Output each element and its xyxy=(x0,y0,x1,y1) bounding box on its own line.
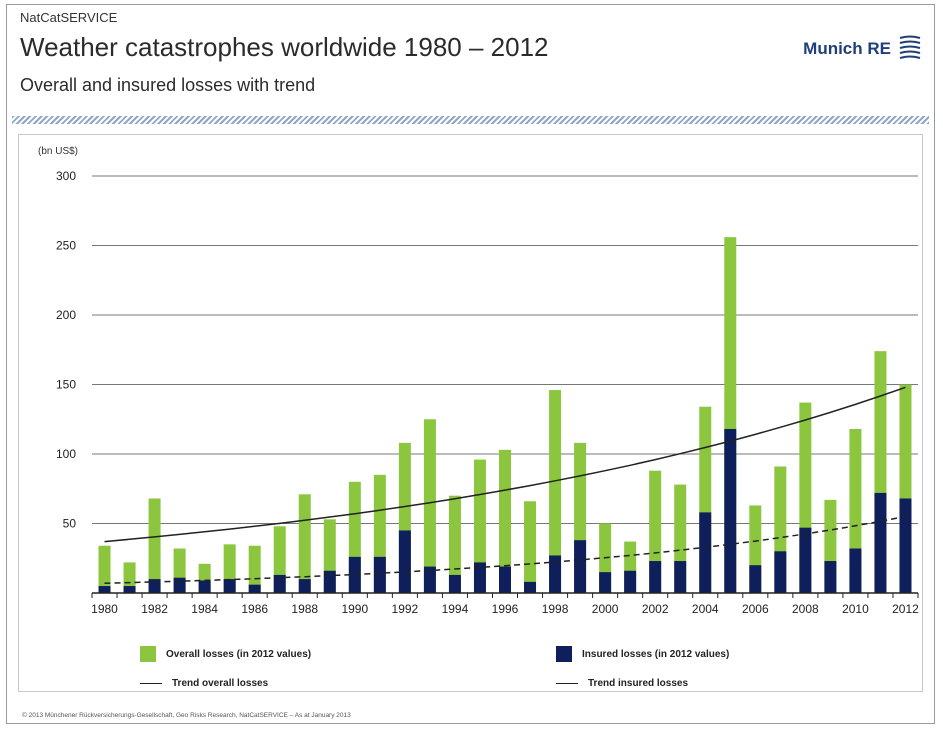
bar-insured-2000 xyxy=(599,572,612,593)
x-tick-label-1996: 1996 xyxy=(492,602,519,616)
bar-insured-1982 xyxy=(148,579,161,593)
x-tick-label-2012: 2012 xyxy=(892,602,919,616)
x-tick-label-2006: 2006 xyxy=(742,602,769,616)
bar-insured-1986 xyxy=(248,584,261,593)
bar-overall-1980 xyxy=(98,545,111,593)
x-tick-label-1992: 1992 xyxy=(392,602,419,616)
legend-insured: Insured losses (in 2012 values) xyxy=(556,646,729,662)
bar-insured-1981 xyxy=(123,586,136,593)
copyright-footer: © 2013 Münchener Rückversicherungs-Gesel… xyxy=(22,712,351,719)
bar-insured-1992 xyxy=(398,530,411,593)
x-tick-label-2010: 2010 xyxy=(842,602,869,616)
legend-trend-insured: Trend insured losses xyxy=(556,678,688,689)
x-tick-label-1984: 1984 xyxy=(191,602,218,616)
legend-trend-overall-label: Trend overall losses xyxy=(172,678,269,689)
bar-insured-1995 xyxy=(473,562,486,593)
legend-trend-overall: Trend overall losses xyxy=(140,678,268,689)
bar-insured-1988 xyxy=(298,579,311,593)
bar-insured-2008 xyxy=(799,527,812,593)
x-tick-label-1982: 1982 xyxy=(141,602,168,616)
y-tick-label-250: 250 xyxy=(56,239,76,253)
y-axis-label: (bn US$) xyxy=(38,146,78,157)
trend-insured-line xyxy=(104,515,906,585)
plot-area-border xyxy=(18,134,923,692)
legend-overall-label: Overall losses (in 2012 values) xyxy=(166,648,312,660)
bar-insured-1994 xyxy=(448,574,461,593)
bar-overall-1997 xyxy=(524,501,537,593)
bar-insured-2002 xyxy=(649,561,662,593)
y-tick-label-50: 50 xyxy=(63,517,77,531)
bar-overall-1981 xyxy=(123,562,136,593)
x-tick-label-1980: 1980 xyxy=(91,602,118,616)
bar-insured-1987 xyxy=(273,574,286,593)
bar-insured-1993 xyxy=(423,566,436,593)
y-tick-label-150: 150 xyxy=(56,378,76,392)
bar-overall-1988 xyxy=(298,494,311,593)
bar-insured-1996 xyxy=(499,566,511,593)
x-tick-label-2004: 2004 xyxy=(692,602,719,616)
legend-trend-overall-line xyxy=(140,683,162,684)
bar-insured-2009 xyxy=(824,561,837,593)
x-tick-label-1990: 1990 xyxy=(341,602,368,616)
page-subtitle: Overall and insured losses with trend xyxy=(20,75,316,95)
legend-insured-swatch xyxy=(556,646,572,662)
bar-insured-1983 xyxy=(173,577,186,593)
x-tick-label-1988: 1988 xyxy=(291,602,318,616)
bar-overall-1995 xyxy=(473,459,486,593)
bar-insured-1998 xyxy=(549,555,562,593)
bar-insured-2007 xyxy=(774,551,787,593)
munich-re-logo: Munich RE xyxy=(803,34,923,64)
bar-insured-1980 xyxy=(98,586,111,593)
source-label: NatCatSERVICE xyxy=(20,10,118,25)
x-tick-label-2000: 2000 xyxy=(592,602,619,616)
x-tick-label-1994: 1994 xyxy=(442,602,469,616)
bar-insured-2001 xyxy=(624,570,637,593)
bar-overall-1986 xyxy=(248,545,261,593)
bar-insured-1997 xyxy=(524,581,537,593)
bar-insured-1989 xyxy=(323,570,336,593)
bar-insured-1991 xyxy=(373,556,386,593)
x-tick-label-1986: 1986 xyxy=(241,602,268,616)
header-divider xyxy=(12,116,929,124)
bar-insured-2012 xyxy=(899,498,912,593)
bar-insured-1985 xyxy=(223,579,236,593)
bar-overall-1982 xyxy=(148,498,161,593)
legend-overall: Overall losses (in 2012 values) xyxy=(140,646,311,662)
logo-text: Munich RE xyxy=(803,39,891,58)
trend-overall-line xyxy=(104,386,906,543)
x-tick-label-2008: 2008 xyxy=(792,602,819,616)
bar-overall-1998 xyxy=(549,390,562,593)
x-tick-label-2002: 2002 xyxy=(642,602,669,616)
legend-overall-swatch xyxy=(140,646,156,662)
legend-trend-insured-label: Trend insured losses xyxy=(588,678,689,689)
x-tick-label-1998: 1998 xyxy=(542,602,569,616)
legend-trend-insured-line xyxy=(556,683,578,684)
bar-insured-1984 xyxy=(198,580,211,593)
bar-insured-2006 xyxy=(749,565,762,593)
bar-insured-2005 xyxy=(724,428,737,593)
y-tick-label-100: 100 xyxy=(56,447,76,461)
munich-re-logo-icon xyxy=(899,35,921,59)
y-tick-label-300: 300 xyxy=(56,169,76,183)
chart-frame xyxy=(6,4,935,724)
page-title: Weather catastrophes worldwide 1980 – 20… xyxy=(20,32,549,62)
y-tick-label-200: 200 xyxy=(56,308,76,322)
bar-insured-2011 xyxy=(874,492,887,593)
bar-insured-2004 xyxy=(699,512,712,593)
legend-insured-label: Insured losses (in 2012 values) xyxy=(582,648,730,660)
bar-insured-2010 xyxy=(849,548,862,593)
bar-overall-1993 xyxy=(423,419,436,593)
loss-chart: (bn US$) 50 100 150 200 250 300 1980 1982 1984 198… xyxy=(38,146,919,616)
bar-insured-1999 xyxy=(574,540,587,593)
bar-insured-2003 xyxy=(674,561,687,593)
bar-overall-1996 xyxy=(499,449,511,593)
